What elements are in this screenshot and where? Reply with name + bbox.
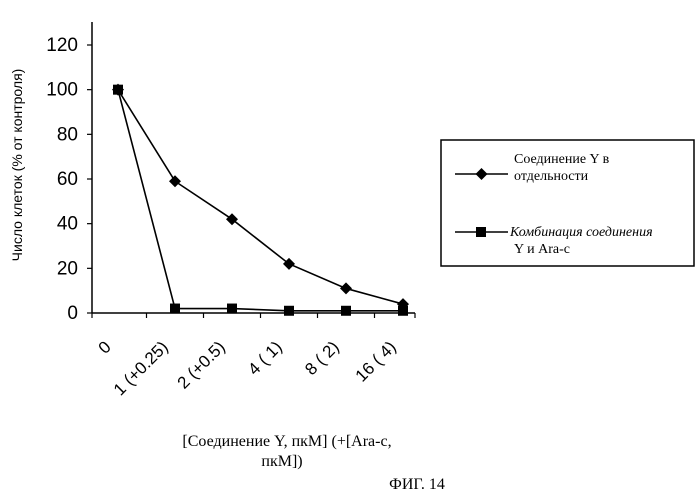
legend-series1-label-line1: Соединение Y в: [514, 152, 610, 167]
y-tick-label: 80: [57, 124, 78, 145]
y-tick-label: 120: [46, 35, 78, 56]
series-line-2: [118, 90, 403, 311]
x-tick-label: 8 ( 2): [301, 337, 342, 378]
x-ticks: 01 (+0.25)2 (+0.5) 4 ( 1) 8 ( 2)16 ( 4): [92, 313, 415, 399]
figure-caption: ФИГ. 14: [389, 476, 445, 493]
x-tick-label: 1 (+0.25): [110, 337, 172, 399]
legend: Соединение Y в отдельности Комбинация со…: [441, 140, 694, 266]
legend-series2-label-line2: Y и Ara-c: [514, 242, 570, 257]
series-2-point: [284, 306, 294, 316]
x-tick-label: 16 ( 4): [352, 337, 400, 385]
series-1-point: [169, 175, 181, 187]
x-axis-label-line2: пкМ]): [261, 453, 302, 470]
y-tick-label: 100: [46, 80, 78, 101]
legend-series2-label-line1: Комбинация соединения: [509, 225, 653, 240]
y-tick-label: 40: [57, 214, 78, 235]
series-lines: [118, 90, 403, 311]
series-line-1: [118, 90, 403, 304]
series-2-point: [341, 306, 351, 316]
series-1-point: [340, 282, 352, 294]
series-2-point: [398, 306, 408, 316]
y-tick-label: 0: [67, 303, 78, 324]
series-2-point: [170, 304, 180, 314]
y-axis-label: Число клеток (% от контроля): [9, 69, 25, 262]
y-ticks: 0 20 40 60 80 100 120: [46, 35, 92, 324]
series-2-point: [113, 85, 123, 95]
y-tick-label: 20: [57, 258, 78, 279]
legend-series1-label-line2: отдельности: [514, 169, 589, 184]
x-axis-label-line1: [Соединение Y, пкМ] (+[Ara-c,: [182, 433, 391, 450]
x-tick-label: 2 (+0.5): [174, 337, 229, 392]
series-2-point: [227, 304, 237, 314]
x-tick-label: 0: [95, 337, 115, 357]
legend-series2-marker: [476, 227, 486, 237]
x-tick-label: 4 ( 1): [244, 337, 285, 378]
y-tick-label: 60: [57, 169, 78, 190]
series-markers: [112, 84, 409, 316]
